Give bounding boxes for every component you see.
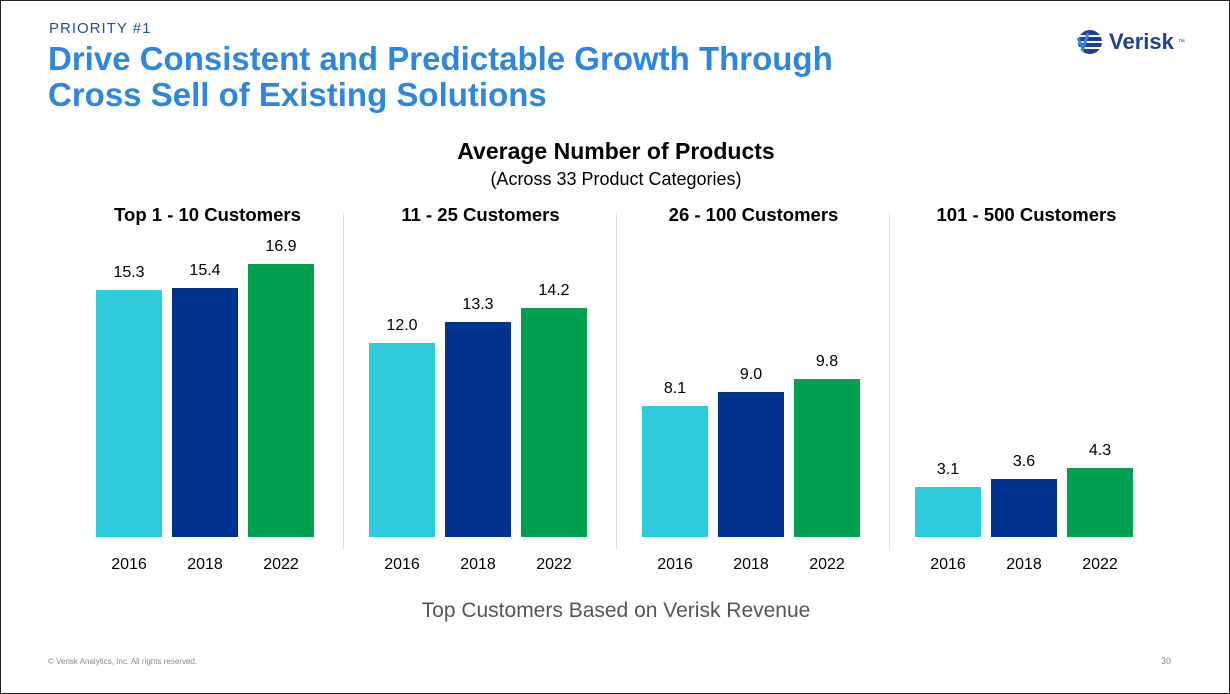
logo-tm: ™ bbox=[1177, 38, 1185, 46]
page-number: 30 bbox=[1161, 656, 1172, 666]
x-tick-label: 2016 bbox=[930, 556, 966, 573]
bar-2016 bbox=[915, 486, 981, 537]
data-label: 4.3 bbox=[1088, 441, 1112, 459]
bar-2016 bbox=[96, 289, 162, 537]
chart-title: Average Number of Products bbox=[457, 138, 775, 164]
x-tick-label: 2022 bbox=[809, 556, 845, 573]
x-tick-label: 2016 bbox=[657, 556, 693, 573]
x-axis-caption: Top Customers Based on Verisk Revenue bbox=[421, 599, 811, 622]
data-label: 3.1 bbox=[936, 460, 960, 478]
bar-2016 bbox=[642, 406, 708, 537]
bar-2022 bbox=[794, 378, 860, 537]
x-tick-label: 2018 bbox=[1006, 556, 1042, 573]
panel-title: 26 - 100 Customers bbox=[668, 204, 839, 225]
x-tick-label: 2018 bbox=[460, 556, 496, 573]
x-tick-label: 2022 bbox=[1082, 556, 1118, 573]
data-label: 14.2 bbox=[538, 281, 570, 299]
x-tick-label: 2018 bbox=[187, 556, 223, 573]
bar-2022 bbox=[1067, 467, 1133, 537]
data-label: 16.9 bbox=[265, 238, 297, 255]
panel-title: Top 1 - 10 Customers bbox=[114, 204, 301, 225]
title-line-1: Drive Consistent and Predictable Growth … bbox=[48, 40, 833, 77]
bar-2018 bbox=[991, 478, 1057, 537]
data-label: 3.6 bbox=[1012, 452, 1036, 470]
x-tick-label: 2016 bbox=[111, 556, 147, 573]
bar-2022 bbox=[521, 307, 587, 537]
bar-2016 bbox=[369, 343, 435, 537]
chart-subtitle: (Across 33 Product Categories) bbox=[490, 169, 742, 189]
data-label: 12.0 bbox=[386, 317, 418, 335]
verisk-logo-icon bbox=[1076, 30, 1103, 54]
data-label: 9.8 bbox=[815, 352, 839, 370]
x-tick-label: 2022 bbox=[263, 556, 299, 573]
verisk-logo: Verisk ™ bbox=[1075, 29, 1185, 55]
bar-2018 bbox=[445, 322, 511, 537]
panel-divider bbox=[343, 213, 344, 549]
data-label: 9.0 bbox=[739, 365, 763, 383]
title-line-2: Cross Sell of Existing Solutions bbox=[48, 76, 547, 113]
x-tick-label: 2016 bbox=[384, 556, 420, 573]
bar-2022 bbox=[248, 264, 314, 537]
x-tick-label: 2022 bbox=[536, 556, 572, 573]
slide-title: Drive Consistent and Predictable Growth … bbox=[48, 41, 833, 113]
panel-title: 11 - 25 Customers bbox=[401, 204, 560, 225]
data-label: 15.4 bbox=[189, 262, 221, 280]
data-label: 13.3 bbox=[462, 296, 494, 314]
data-label: 8.1 bbox=[663, 380, 687, 398]
data-label: 15.3 bbox=[113, 263, 145, 281]
panel-divider bbox=[616, 213, 617, 549]
bar-2018 bbox=[172, 288, 238, 537]
panel-divider bbox=[889, 213, 890, 549]
bar-2018 bbox=[718, 391, 784, 537]
panel-title: 101 - 500 Customers bbox=[936, 204, 1117, 225]
logo-text: Verisk bbox=[1109, 29, 1174, 54]
x-tick-label: 2018 bbox=[733, 556, 769, 573]
kicker: PRIORITY #1 bbox=[49, 20, 152, 37]
copyright: © Verisk Analytics, Inc. All rights rese… bbox=[48, 657, 198, 666]
